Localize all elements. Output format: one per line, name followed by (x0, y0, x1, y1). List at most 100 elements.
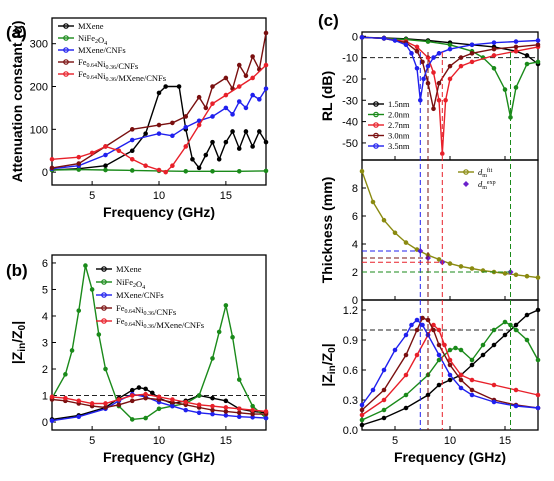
data-point-c-zin-2 (442, 342, 447, 348)
series-line-c-zin-3 (361, 317, 539, 411)
data-point-a-2 (250, 92, 255, 98)
data-point-a-2 (170, 133, 175, 139)
data-point-c-zin-4 (458, 385, 464, 391)
data-point-b-4 (263, 409, 269, 414)
data-point-c-rl-4 (359, 35, 365, 40)
data-point-c-thickness-0 (392, 230, 398, 236)
data-point-b-4 (89, 401, 95, 406)
data-point-c-zin-4 (392, 347, 398, 353)
data-point-c-zin-1 (458, 347, 464, 353)
data-point-c-zin-4 (491, 399, 497, 405)
yaxis-label-c-rl: RL (dB) (319, 71, 335, 121)
data-point-a-4 (163, 169, 168, 175)
series-line-c-zin-4 (361, 319, 539, 409)
data-point-b-4 (49, 394, 55, 400)
data-point-b-1 (89, 287, 95, 292)
data-point-b-0 (129, 387, 135, 393)
data-point-b-3 (103, 405, 108, 410)
data-point-a-4 (210, 101, 215, 106)
data-point-c-zin-1 (469, 357, 475, 363)
ytick-label-c-zin: 1.2 (343, 305, 358, 317)
ytick-label-a: 100 (30, 124, 48, 136)
data-point-a-0 (243, 129, 249, 134)
data-point-c-zin-0 (447, 377, 453, 383)
data-point-a-2 (223, 105, 229, 111)
data-point-c-zin-0 (480, 352, 486, 358)
data-point-c-rl-3 (431, 106, 436, 112)
legend-label-b-4: Fe0.64Ni0.36/MXene/CNFs (116, 316, 204, 330)
xaxis-label-b: Frequency (GHz) (103, 449, 215, 465)
data-point-c-rl-1 (502, 87, 508, 92)
data-point-b-4 (236, 406, 242, 412)
data-point-a-2 (210, 114, 215, 119)
data-point-b-0 (210, 395, 215, 401)
data-point-c-thickness-0 (447, 261, 453, 266)
data-point-a-3 (183, 114, 189, 119)
legend-label-b-2: MXene/CNFs (116, 290, 164, 300)
data-point-c-zin-1 (453, 345, 458, 351)
data-point-a-0 (190, 157, 195, 162)
data-point-b-1 (236, 377, 242, 382)
data-point-c-thickness-0 (535, 275, 541, 280)
data-point-b-2 (183, 407, 189, 413)
data-point-a-0 (129, 148, 135, 154)
data-point-c-thickness-0 (403, 240, 409, 245)
data-point-c-zin-1 (502, 319, 508, 325)
data-point-c-rl-1 (447, 42, 453, 48)
ytick-label-c-zin: 0.9 (343, 335, 358, 347)
plot-frame-c-thickness (361, 159, 539, 301)
data-point-a-0 (176, 84, 182, 89)
data-point-b-4 (156, 394, 162, 400)
series-line-c-zin-0 (361, 309, 539, 426)
data-point-c-zin-4 (403, 332, 409, 338)
data-point-c-rl-3 (414, 48, 420, 54)
data-point-c-zin-4 (469, 392, 475, 398)
data-point-b-1 (103, 366, 108, 372)
data-point-c-zin-4 (447, 372, 453, 378)
data-point-a-2 (257, 97, 262, 102)
data-point-a-0 (156, 90, 162, 96)
data-point-b-3 (143, 395, 148, 401)
data-point-c-zin-3 (458, 377, 464, 383)
data-point-c-zin-4 (414, 317, 420, 323)
data-point-a-4 (103, 144, 108, 149)
data-point-c-zin-1 (403, 392, 409, 398)
data-point-c-zin-2 (403, 372, 409, 378)
legend-label-a-3: Fe0.64Ni0.36/CNFs (78, 57, 138, 71)
xtick-label-a: 15 (220, 190, 232, 202)
legend-label-b-0: MXene (116, 264, 142, 274)
legend-label-b-3: Fe0.64Ni0.36/CNFs (116, 303, 176, 317)
data-point-c-thickness-0 (436, 257, 442, 262)
data-point-a-4 (223, 92, 229, 98)
xtick-label-b: 10 (153, 435, 165, 447)
data-point-c-zin-0 (524, 312, 530, 318)
data-point-c-rl-4 (447, 46, 453, 52)
ytick-label-c-zin: 0.3 (343, 395, 358, 407)
legend-marker-c-rl-0 (373, 101, 379, 107)
panel-label-c-rl: (c) (318, 11, 339, 30)
data-point-b-2 (223, 413, 229, 418)
data-point-c-rl-4 (436, 51, 442, 56)
data-point-c-zin-1 (447, 347, 453, 353)
legend-label-c-thickness-1: dmexp (478, 179, 496, 191)
data-point-b-2 (236, 414, 242, 420)
data-point-b-4 (103, 401, 108, 406)
ytick-label-c-thickness: 6 (352, 211, 358, 223)
series-line-b-1 (51, 265, 267, 421)
xaxis-label-a: Frequency (GHz) (103, 204, 215, 220)
data-point-c-zin-3 (436, 342, 442, 348)
data-point-a-1 (183, 168, 189, 174)
data-point-c-zin-1 (480, 342, 486, 348)
data-point-c-rl-4 (421, 76, 426, 82)
legend-label-c-rl-3: 3.0nm (388, 131, 410, 141)
ytick-label-c-zin: 0.0 (343, 425, 358, 437)
data-point-b-2 (263, 415, 269, 421)
legend-marker-c-thickness-1 (463, 181, 469, 187)
data-point-c-rl-4 (403, 42, 409, 48)
data-point-a-3 (210, 84, 215, 89)
data-point-c-zin-0 (502, 332, 508, 338)
